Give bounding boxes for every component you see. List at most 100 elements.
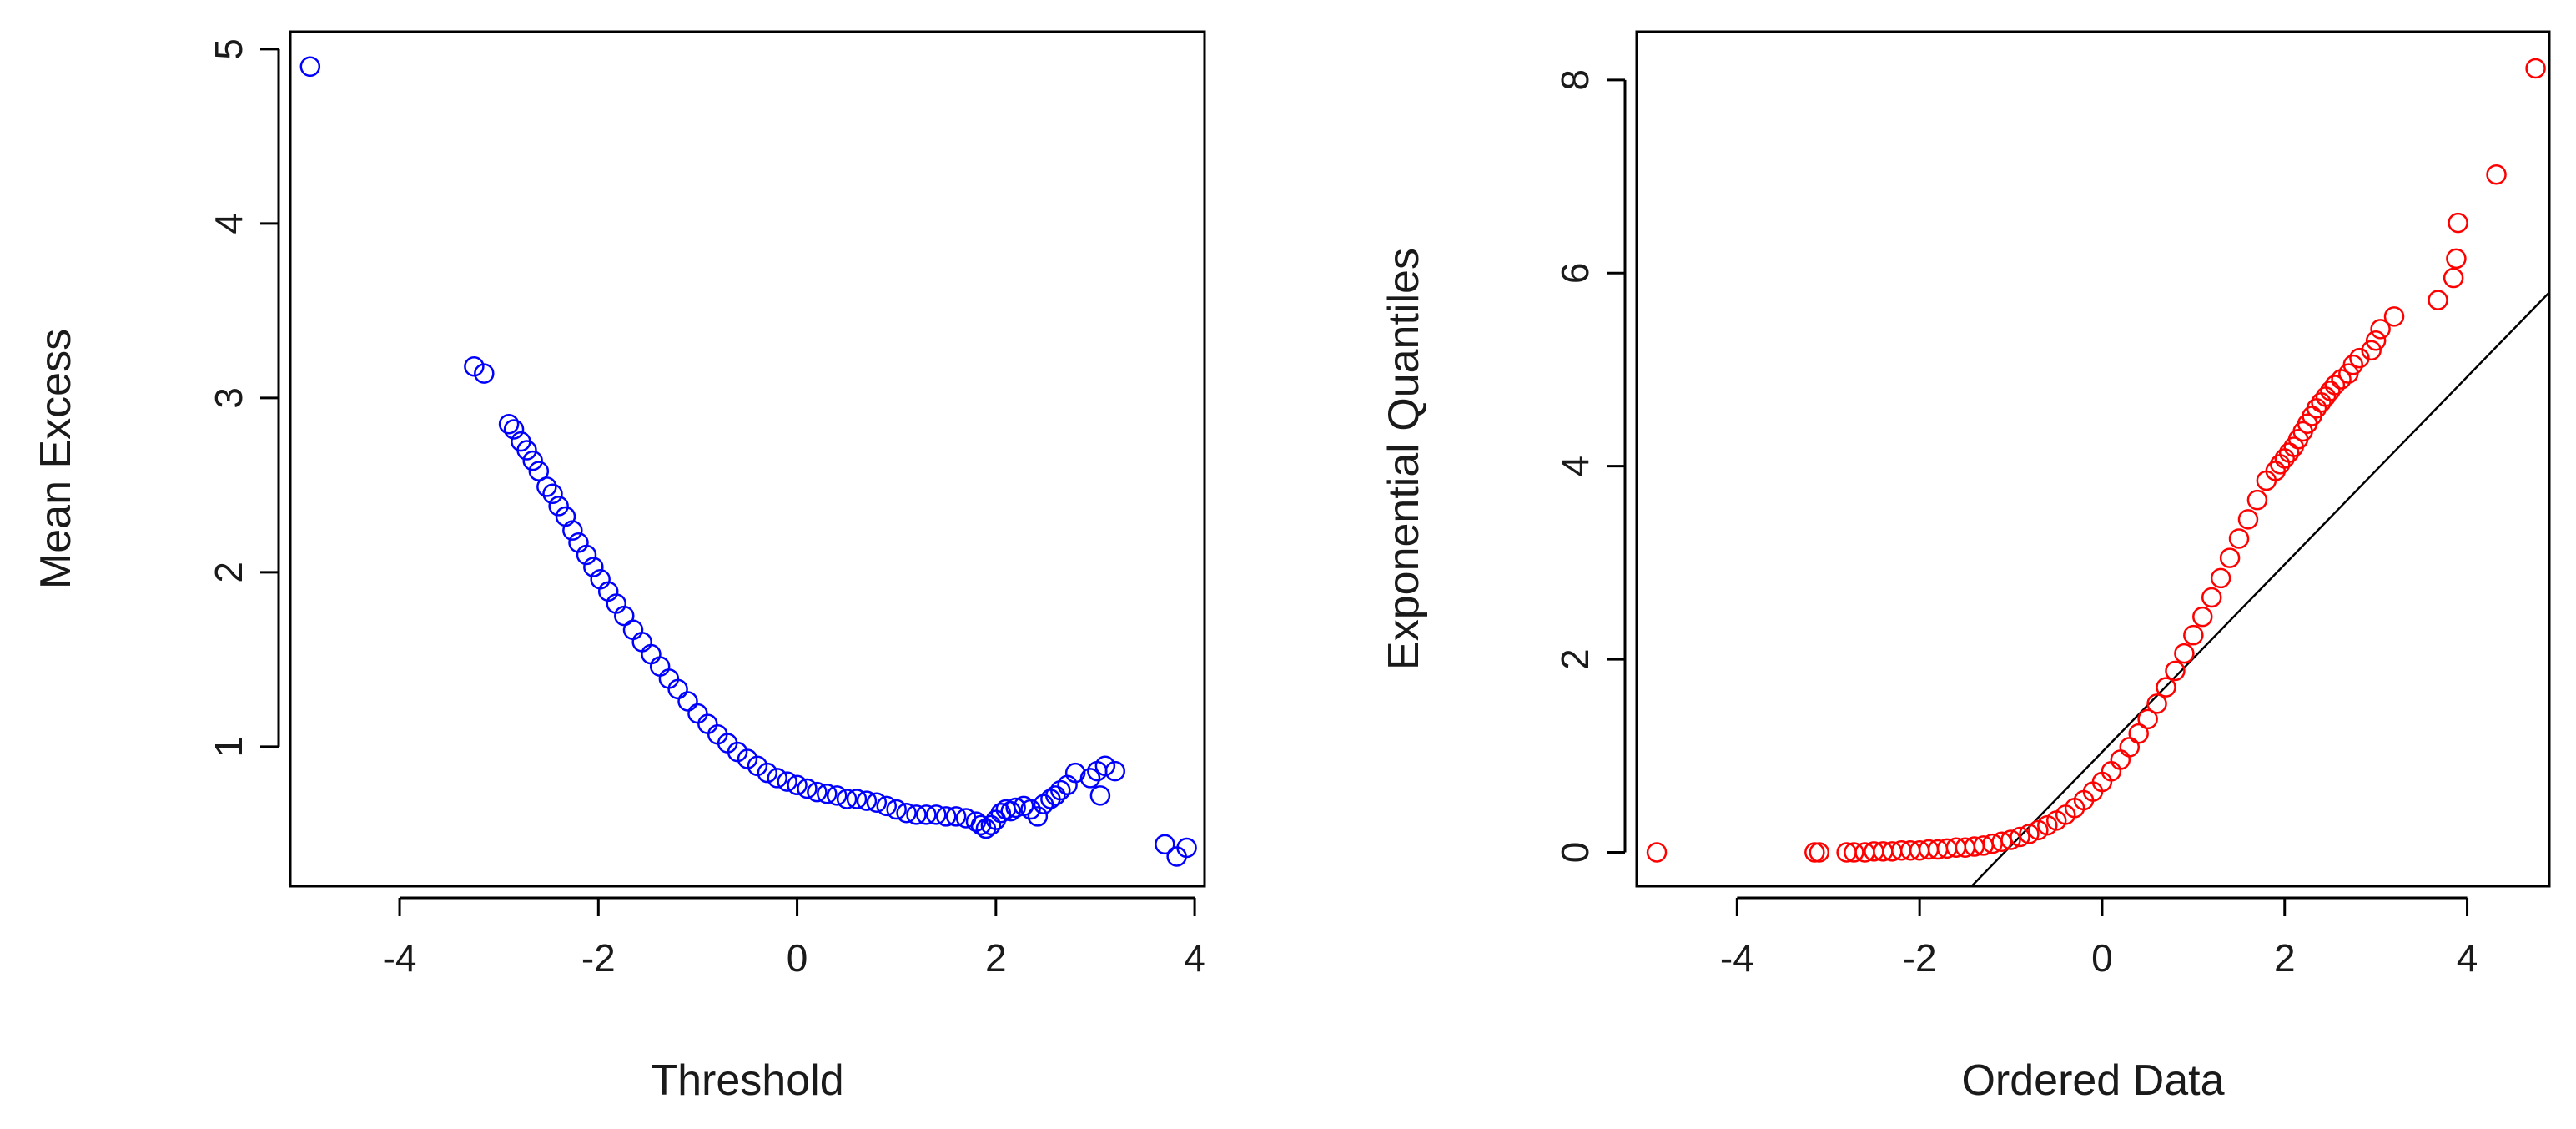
mean-excess-data-point: [1050, 779, 1071, 801]
mean-excess-data-point: [697, 713, 718, 734]
qq-y-tick-label: 0: [1553, 842, 1597, 864]
qq-data-point: [2128, 723, 2149, 744]
mean-excess-data-point: [1005, 797, 1026, 819]
mean-excess-data-point: [787, 774, 808, 796]
qq-data-point: [2210, 567, 2231, 589]
mean-excess-x-ticks: -4 -2 0 2 4: [383, 896, 1205, 980]
mean-excess-data-point: [1079, 768, 1101, 789]
mean-excess-plot-frame: [289, 30, 1206, 888]
qq-data-point: [2331, 369, 2352, 390]
mean-excess-x-tick-label: 4: [1184, 936, 1205, 980]
exponential-qq-panel: Ordered Data Exponential Quantiles -4 -2 0…: [1380, 30, 2551, 1105]
qq-data-point: [2274, 448, 2295, 469]
mean-excess-data-point: [856, 790, 878, 811]
qq-data-point: [2246, 489, 2268, 511]
mean-excess-data-point: [1020, 799, 1041, 820]
mean-excess-data-point: [1045, 785, 1066, 806]
qq-reference-line: [1970, 291, 2550, 887]
qq-x-ticks: -4 -2 0 2 4: [1720, 896, 2478, 980]
mean-excess-x-tick-label: -4: [383, 936, 417, 980]
qq-reference-line-group: [1970, 291, 2550, 887]
qq-data-point: [2019, 824, 2040, 844]
mean-excess-data-point: [836, 789, 858, 809]
mean-excess-y-tick-label: 4: [207, 213, 250, 234]
mean-excess-data-point: [866, 792, 888, 813]
mean-excess-data-point: [503, 419, 525, 440]
qq-data-point: [2278, 442, 2300, 463]
qq-data-point: [2486, 164, 2507, 185]
mean-excess-y-axis-title: Mean Excess: [32, 329, 80, 589]
mean-excess-data-point: [926, 804, 947, 825]
mean-excess-data-point: [522, 450, 543, 471]
qq-data-point: [2183, 624, 2204, 646]
qq-y-axis-title: Exponential Quantiles: [1380, 248, 1428, 670]
qq-data-point: [2320, 381, 2341, 401]
qq-data-point: [2192, 606, 2213, 628]
mean-excess-data-point: [542, 483, 563, 505]
qq-data-point: [2315, 386, 2337, 407]
qq-data-point: [2156, 677, 2176, 698]
mean-excess-data-point: [622, 619, 644, 641]
qq-x-tick-label: 4: [2457, 936, 2478, 980]
mean-excess-data-point: [817, 783, 838, 804]
mean-excess-data-point: [757, 762, 778, 784]
mean-excess-y-ticks: 1 2 3 4 5: [207, 38, 280, 758]
qq-y-tick-label: 6: [1553, 262, 1597, 284]
qq-data-point: [2443, 267, 2464, 289]
qq-data-point: [2219, 547, 2241, 568]
qq-data-point: [2237, 509, 2259, 530]
qq-data-point: [2448, 212, 2468, 234]
qq-x-tick-label: -4: [1720, 936, 1754, 980]
mean-excess-data-point: [583, 557, 604, 577]
qq-data-point: [2383, 306, 2405, 327]
qq-x-axis-title: Ordered Data: [1961, 1056, 2224, 1105]
qq-points: [1646, 58, 2546, 863]
mean-excess-x-tick-label: 0: [787, 936, 808, 980]
mean-excess-data-point: [797, 778, 818, 799]
qq-data-point: [2228, 528, 2250, 549]
qq-data-point: [2361, 340, 2382, 361]
mean-excess-points: [299, 56, 1197, 867]
qq-y-tick-label: 8: [1553, 69, 1597, 91]
qq-y-tick-label: 4: [1553, 456, 1597, 477]
qq-data-point: [2311, 392, 2332, 413]
mean-excess-x-tick-label: 2: [985, 936, 1007, 980]
mean-excess-data-point: [649, 656, 671, 677]
qq-data-point: [1646, 842, 1668, 863]
qq-x-tick-label: -2: [1903, 936, 1937, 980]
mean-excess-data-point: [562, 520, 583, 541]
qq-data-point: [2174, 643, 2195, 664]
mean-excess-y-tick-label: 5: [207, 38, 250, 60]
qq-data-point: [2201, 587, 2222, 608]
mean-excess-data-point: [1094, 755, 1116, 777]
mean-excess-data-point: [1155, 834, 1175, 855]
qq-data-point: [2428, 290, 2448, 310]
qq-x-tick-label: 2: [2274, 936, 2296, 980]
mean-excess-data-point: [687, 703, 708, 724]
qq-data-point: [2370, 319, 2391, 340]
mean-excess-data-point: [536, 476, 557, 497]
mean-excess-data-point: [631, 632, 652, 653]
qq-data-point: [1844, 842, 1864, 863]
mean-excess-x-axis-title: Threshold: [651, 1056, 843, 1105]
mean-excess-data-point: [876, 795, 898, 817]
qq-data-point: [1804, 842, 1825, 863]
mean-excess-data-point: [767, 768, 787, 789]
mean-excess-data-point: [945, 806, 967, 827]
mean-excess-data-point: [548, 496, 569, 517]
qq-data-point: [2110, 749, 2131, 770]
mean-excess-data-point: [528, 461, 550, 481]
qq-data-point: [2146, 693, 2167, 714]
mean-excess-data-point: [1027, 806, 1049, 827]
qq-data-point: [2525, 58, 2546, 79]
mean-excess-data-point: [807, 781, 828, 803]
mean-excess-data-point: [1104, 760, 1126, 782]
mean-excess-data-point: [1064, 762, 1086, 784]
mean-excess-data-point: [667, 678, 688, 700]
qq-y-tick-label: 2: [1553, 648, 1597, 670]
qq-data-point: [1991, 831, 2012, 853]
qq-data-point: [2010, 826, 2030, 848]
qq-y-ticks: 0 2 4 6 8: [1553, 69, 1627, 864]
